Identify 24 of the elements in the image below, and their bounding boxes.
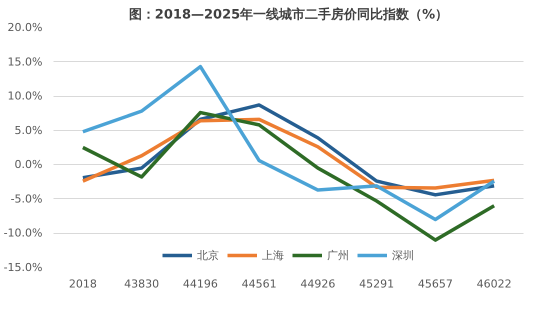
x-tick-label: 45657 xyxy=(418,278,453,290)
y-tick-label: 5.0% xyxy=(14,124,43,137)
legend-label: 上海 xyxy=(262,248,284,262)
legend-label: 广州 xyxy=(327,248,349,262)
line-series xyxy=(81,118,496,190)
y-tick-label: 10.0% xyxy=(8,90,43,103)
y-tick-label: -10.0% xyxy=(4,226,43,240)
x-tick-label: 44926 xyxy=(300,278,336,290)
legend-label: 北京 xyxy=(197,248,219,262)
chart-title: 图：2018—2025年一线城市二手房价同比指数（%） xyxy=(128,6,448,22)
x-tick-label: 43830 xyxy=(124,278,160,290)
y-tick-label: 20.0% xyxy=(8,21,43,34)
x-tick-label: 44196 xyxy=(182,278,218,290)
line-series xyxy=(81,110,496,242)
x-tick-label: 46022 xyxy=(476,278,512,290)
y-tick-label: -15.0% xyxy=(4,261,43,274)
y-tick-label: 15.0% xyxy=(8,55,43,68)
y-tick-label: -5.0% xyxy=(10,192,43,206)
x-tick-label: 44561 xyxy=(242,278,277,290)
y-tick-label: 0.0% xyxy=(14,158,43,172)
x-tick-label: 2018 xyxy=(68,278,97,290)
x-tick-label: 45291 xyxy=(359,278,394,290)
line-series xyxy=(81,64,496,222)
legend-label: 深圳 xyxy=(392,248,414,262)
